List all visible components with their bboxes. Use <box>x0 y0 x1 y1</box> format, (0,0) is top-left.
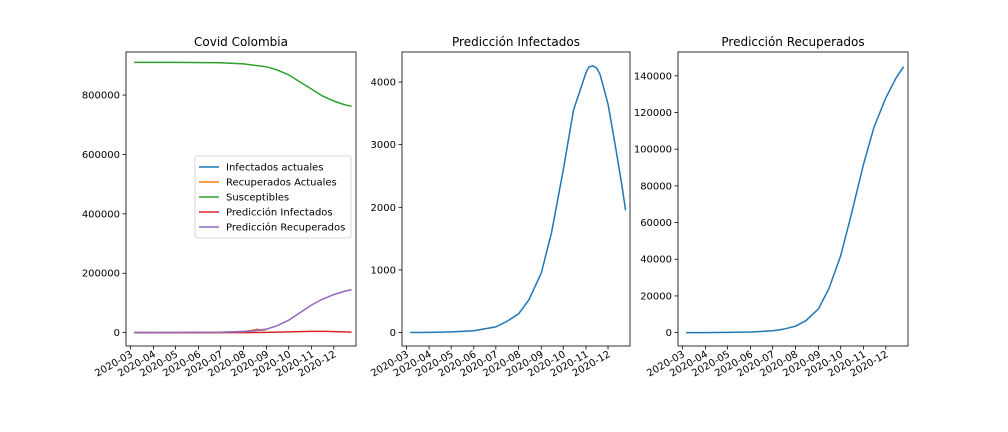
y-tick-label: 200000 <box>82 269 120 280</box>
y-tick-label: 0 <box>666 328 672 339</box>
y-tick-label: 0 <box>390 328 396 339</box>
y-tick-label: 1000 <box>371 265 396 276</box>
y-tick-label: 80000 <box>640 181 672 192</box>
y-tick-label: 20000 <box>640 291 672 302</box>
y-tick-label: 800000 <box>82 91 120 102</box>
chart-panel-1: 02000004000006000008000002020-032020-042… <box>82 35 357 379</box>
y-tick-label: 400000 <box>82 209 120 220</box>
legend-label: Susceptibles <box>226 193 289 204</box>
legend-box <box>194 155 352 239</box>
y-tick-label: 4000 <box>371 78 396 89</box>
legend-label: Infectados actuales <box>226 163 324 174</box>
y-tick-label: 100000 <box>634 145 672 156</box>
chart-title: Predicción Recuperados <box>721 35 864 49</box>
chart-panel-2: 010002000300040002020-032020-042020-0520… <box>369 35 631 379</box>
axes-frame <box>401 51 631 347</box>
chart-title: Predicción Infectados <box>452 35 580 49</box>
chart-panel-3: 0200004000060000800001000001200001400002… <box>634 35 909 379</box>
legend-label: Predicción Recuperados <box>226 222 345 234</box>
y-tick-label: 3000 <box>371 140 396 151</box>
series-line-4 <box>134 330 352 334</box>
y-tick-label: 120000 <box>634 108 672 119</box>
legend-label: Predicción Infectados <box>226 207 333 219</box>
y-tick-label: 0 <box>114 328 120 339</box>
y-tick-label: 2000 <box>371 203 396 214</box>
legend: Infectados actuales Recuperados Actuales S… <box>194 155 352 239</box>
series-line-1 <box>410 64 627 334</box>
y-tick-label: 40000 <box>640 255 672 266</box>
y-tick-label: 600000 <box>82 150 120 161</box>
chart-title: Covid Colombia <box>194 35 288 49</box>
y-tick-label: 140000 <box>634 71 672 82</box>
axes-frame <box>125 51 357 347</box>
series-line-1 <box>686 66 905 334</box>
y-tick-label: 60000 <box>640 218 672 229</box>
series-line-5 <box>134 288 352 334</box>
series-line-3 <box>134 61 352 108</box>
axes-frame <box>677 51 909 347</box>
legend-label: Recuperados Actuales <box>226 178 337 189</box>
